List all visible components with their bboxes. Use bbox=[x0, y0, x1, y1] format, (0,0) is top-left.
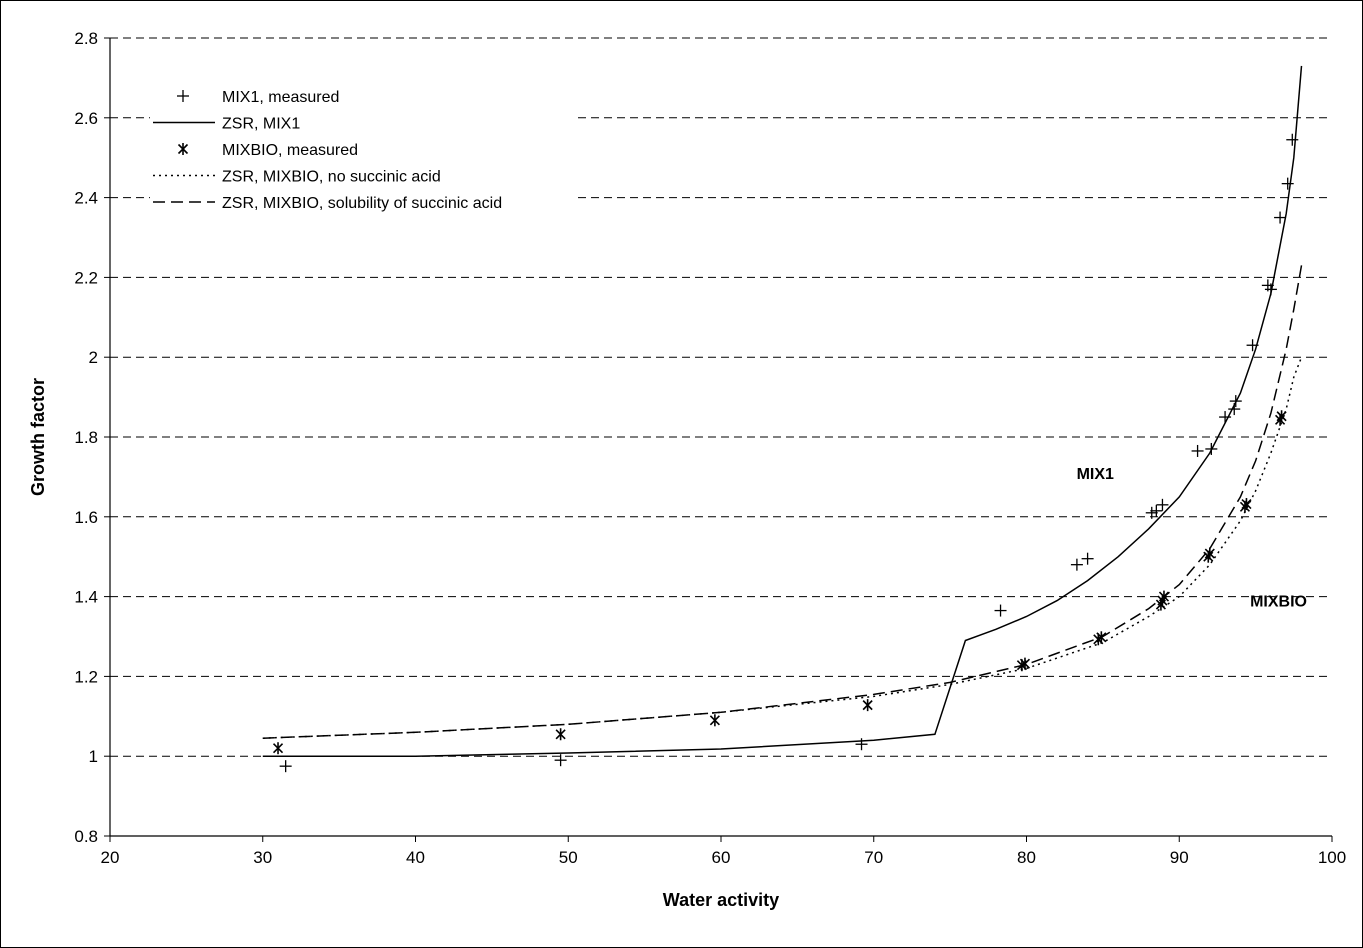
legend-swatch bbox=[177, 90, 189, 102]
grid-lines bbox=[110, 37, 1332, 757]
series-2 bbox=[272, 410, 1287, 755]
data-point bbox=[1241, 498, 1252, 511]
y-tick-label: 1.2 bbox=[74, 667, 98, 686]
x-axis-title: Water activity bbox=[663, 890, 779, 910]
series-1 bbox=[262, 65, 1303, 757]
data-point bbox=[279, 760, 292, 773]
x-tick-label: 30 bbox=[253, 848, 272, 867]
annotations: MIX1 MIXBIO bbox=[1077, 466, 1307, 611]
x-tick-label: 20 bbox=[101, 848, 120, 867]
x-tick-label: 100 bbox=[1318, 848, 1346, 867]
series-line bbox=[262, 356, 1303, 739]
legend-box bbox=[150, 80, 578, 230]
series-0 bbox=[279, 133, 1299, 773]
legend-background bbox=[150, 80, 578, 230]
legend-item: MIXBIO, measured bbox=[177, 142, 358, 159]
y-tick-label: 1 bbox=[89, 747, 98, 766]
x-tick-label: 40 bbox=[406, 848, 425, 867]
series-3 bbox=[262, 356, 1303, 739]
y-tick-label: 2.4 bbox=[74, 189, 98, 208]
data-point bbox=[1281, 177, 1294, 190]
curve-annotation: MIX1 bbox=[1077, 466, 1114, 483]
x-tick-label: 60 bbox=[712, 848, 731, 867]
data-point bbox=[1191, 444, 1204, 457]
y-tick-label: 0.8 bbox=[74, 827, 98, 846]
data-point bbox=[1204, 547, 1215, 560]
x-tick-label: 50 bbox=[559, 848, 578, 867]
series-4 bbox=[262, 265, 1303, 739]
data-point bbox=[1274, 211, 1287, 224]
y-tick-label: 2.8 bbox=[74, 29, 98, 48]
x-tick-label: 70 bbox=[864, 848, 883, 867]
legend-item: MIX1, measured bbox=[177, 89, 339, 106]
legend-item: ZSR, MIXBIO, solubility of succinic acid bbox=[153, 195, 502, 212]
axes bbox=[104, 37, 1333, 842]
data-point bbox=[1276, 410, 1287, 423]
legend-label: ZSR, MIX1 bbox=[222, 116, 300, 133]
tick-labels: 0.8 1 1.2 1.4 1.6 1.8 2 2.2 2.4 2.6 2.8 20 30 40 50 60 7… bbox=[74, 29, 1346, 867]
data-point bbox=[1081, 552, 1094, 565]
data-point bbox=[994, 604, 1007, 617]
series-line bbox=[262, 65, 1303, 757]
data-point bbox=[862, 699, 873, 712]
y-tick-label: 1.4 bbox=[74, 588, 98, 607]
y-tick-label: 1.8 bbox=[74, 428, 98, 447]
data-point bbox=[709, 714, 720, 727]
y-tick-label: 1.6 bbox=[74, 508, 98, 527]
data-point bbox=[1219, 411, 1232, 424]
y-axis-title: Growth factor bbox=[28, 378, 48, 496]
data-point bbox=[1286, 133, 1299, 146]
curve-annotation: MIXBIO bbox=[1250, 594, 1307, 611]
data-point bbox=[1070, 558, 1083, 571]
legend-item: ZSR, MIX1 bbox=[153, 116, 300, 133]
legend-item: ZSR, MIXBIO, no succinic acid bbox=[153, 169, 441, 186]
x-tick-label: 80 bbox=[1017, 848, 1036, 867]
y-tick-label: 2 bbox=[89, 348, 98, 367]
legend: MIX1, measured ZSR, MIX1 MIXBIO, measured Z… bbox=[153, 89, 502, 212]
legend-label: MIXBIO, measured bbox=[222, 142, 358, 159]
data-point bbox=[1019, 657, 1031, 670]
data-point bbox=[1150, 504, 1163, 517]
data-point bbox=[555, 728, 566, 741]
legend-label: MIX1, measured bbox=[222, 89, 339, 106]
data-point bbox=[1156, 498, 1169, 511]
x-tick-label: 90 bbox=[1170, 848, 1189, 867]
series-line bbox=[262, 265, 1303, 739]
legend-swatch bbox=[177, 143, 189, 155]
y-tick-label: 2.2 bbox=[74, 268, 98, 287]
series bbox=[262, 65, 1303, 773]
data-point bbox=[272, 742, 284, 755]
legend-label: ZSR, MIXBIO, solubility of succinic acid bbox=[222, 195, 502, 212]
data-point bbox=[554, 754, 567, 767]
legend-label: ZSR, MIXBIO, no succinic acid bbox=[222, 169, 441, 186]
y-tick-label: 2.6 bbox=[74, 109, 98, 128]
